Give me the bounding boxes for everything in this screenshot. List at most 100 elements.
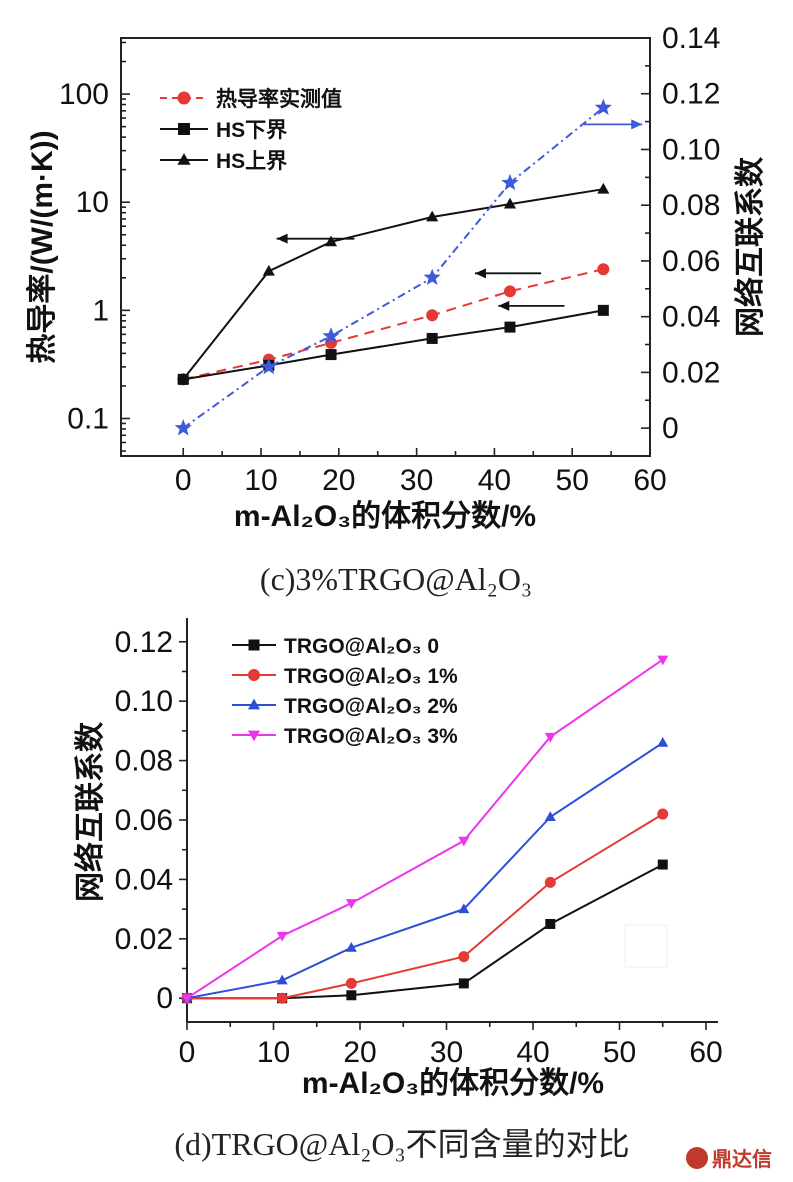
- chart-d-point: [458, 951, 470, 963]
- chart-d-legend: TRGO@Al₂O₃ 0 TRGO@Al₂O₃ 1% TRGO@Al₂O₃ 2% TR…: [232, 635, 458, 748]
- chart-d-point: [657, 737, 669, 747]
- chart-c-series-line: [182, 106, 604, 429]
- chart-c-left-tick-label: 10: [76, 186, 109, 219]
- chart-d-legend-label: TRGO@Al₂O₃ 2%: [284, 695, 458, 718]
- chart-c-right-tick-label: 0.08: [662, 189, 720, 222]
- chart-d-point: [545, 918, 556, 929]
- chart-c-right-tick-label: 0: [662, 412, 679, 445]
- chart-d-series-line: [186, 658, 664, 1000]
- chart-c-x-tick-label: 50: [556, 464, 589, 497]
- chart-d-point: [458, 903, 470, 914]
- chart-d-x-tick-label: 50: [603, 1036, 636, 1069]
- chart-c-point: [426, 309, 439, 322]
- chart-c-legend: 热导率实测值 HS下界 HS上界: [160, 87, 342, 173]
- chart-d-caption: (d)TRGO@Al₂O₃不同含量的对比: [174, 1126, 629, 1162]
- chart-d-x-tick-label: 0: [179, 1036, 196, 1069]
- chart-d-x-tick-label: 40: [516, 1036, 549, 1069]
- chart-d-legend-label: TRGO@Al₂O₃ 3%: [284, 725, 458, 748]
- chart-d-legend-marker: [247, 698, 261, 710]
- chart-c-point: [174, 419, 192, 436]
- chart-d-y-tick-label: 0.10: [115, 685, 173, 718]
- chart-c-right-ticks: 0 0.02 0.04 0.06 0.08 0.10 0.12 0.14: [641, 22, 720, 445]
- chart-d-legend-label: TRGO@Al₂O₃ 1%: [284, 665, 458, 688]
- chart-c-left-tick-label: 100: [59, 78, 109, 111]
- chart-d-legend-marker: [247, 730, 261, 742]
- chart-c-x-tick-label: 30: [400, 464, 433, 497]
- chart-c-point: [597, 263, 610, 276]
- watermark-text: 鼎达信: [712, 1147, 772, 1171]
- chart-d-y-axis-label: 网络互联系数: [73, 721, 107, 902]
- chart-c-right-tick-label: 0.02: [662, 356, 720, 389]
- watermark: 鼎达信: [686, 1147, 772, 1171]
- chart-c-arrow-head: [498, 300, 510, 311]
- chart-d-point: [345, 899, 357, 909]
- chart-d-point: [276, 931, 288, 942]
- chart-d: 0 10 20 30 40 50 60 00.020.040.060.080.100.12 …: [73, 618, 723, 1162]
- chart-d-point: [544, 876, 556, 888]
- chart-d-point: [345, 941, 357, 952]
- chart-d-point: [657, 859, 668, 870]
- chart-d-point: [544, 811, 556, 822]
- chart-d-series: [181, 655, 669, 1004]
- chart-c-left-ticks: 0.1 1 10 100: [59, 41, 130, 452]
- chart-d-y-tick-label: 0: [156, 982, 173, 1015]
- chart-c-point: [504, 321, 516, 333]
- chart-d-series-line: [187, 863, 664, 1000]
- chart-d-y-tick-label: 0.02: [115, 923, 173, 956]
- chart-d-y-tick-label: 0.08: [115, 745, 173, 778]
- chart-c-series: [174, 98, 612, 436]
- chart-c-legend-label: HS上界: [216, 150, 287, 173]
- chart-d-series-line: [186, 741, 664, 1000]
- chart-c-legend-label: 热导率实测值: [216, 87, 342, 111]
- chart-d-point: [276, 974, 288, 985]
- chart-c-legend-marker: [177, 153, 191, 165]
- chart-d-x-ticks: 0 10 20 30 40 50 60: [179, 1022, 723, 1069]
- chart-c-point: [262, 264, 275, 276]
- chart-d-point: [458, 978, 469, 989]
- chart-c-x-tick-label: 40: [478, 464, 511, 497]
- chart-c-legend-label: HS下界: [216, 119, 287, 142]
- chart-d-x-axis-label: m-Al₂O₃的体积分数/%: [302, 1067, 604, 1100]
- chart-d-x-tick-label: 20: [343, 1036, 376, 1069]
- chart-d-faint-box: [624, 924, 668, 968]
- chart-d-y-ticks: 0 0.02 0.04 0.06 0.08 0.10 0.12: [115, 626, 187, 1015]
- chart-c-arrow-head: [276, 233, 288, 244]
- chart-c-point: [597, 182, 610, 194]
- chart-d-point: [657, 655, 669, 666]
- chart-c-x-axis-label: m-Al₂O₃的体积分数/%: [234, 500, 536, 533]
- chart-c-x-ticks: 0 10 20 30 40 50 60: [175, 448, 667, 497]
- chart-d-point: [346, 990, 357, 1001]
- chart-c-right-tick-label: 0.04: [662, 301, 720, 334]
- chart-c-arrow-head: [474, 268, 486, 279]
- chart-d-y-tick-label: 0.04: [115, 863, 173, 896]
- chart-c-right-axis-label: 网络互联系数: [733, 156, 767, 337]
- chart-c-point: [324, 235, 338, 247]
- chart-c-point: [423, 268, 441, 285]
- chart-c-caption: (c)3%TRGO@Al₂O₃: [260, 561, 532, 597]
- chart-d-x-tick-label: 60: [689, 1036, 722, 1069]
- chart-d-point: [181, 994, 193, 1004]
- chart-d-x-tick-label: 10: [257, 1036, 290, 1069]
- chart-c-point: [503, 285, 516, 298]
- chart-c-series-line: [182, 188, 604, 381]
- chart-d-point: [458, 836, 470, 847]
- chart-c-point: [501, 173, 519, 191]
- chart-c-right-tick-label: 0.06: [662, 245, 720, 278]
- chart-c-left-tick-label: 0.1: [67, 402, 109, 435]
- chart-c: 0 10 20 30 40 50 60 0.1 1 10 100 0 0.02 0.04 0.06 0.0…: [26, 22, 767, 597]
- chart-c-point: [594, 98, 612, 115]
- chart-c-left-axis-label: 热导率/(W/(m·K)): [26, 130, 59, 363]
- chart-c-point: [325, 349, 337, 361]
- chart-c-right-tick-label: 0.12: [662, 78, 720, 111]
- chart-c-right-tick-label: 0.14: [662, 22, 720, 55]
- chart-c-arrows: [276, 119, 643, 311]
- chart-c-point: [597, 304, 609, 316]
- chart-d-legend-marker: [248, 639, 260, 651]
- chart-c-series-line: [183, 309, 604, 381]
- chart-c-x-tick-label: 20: [322, 464, 355, 497]
- chart-c-point: [503, 197, 517, 209]
- chart-d-y-tick-label: 0.06: [115, 804, 173, 837]
- chart-d-series-line: [187, 813, 664, 1000]
- chart-c-x-tick-label: 10: [244, 464, 277, 497]
